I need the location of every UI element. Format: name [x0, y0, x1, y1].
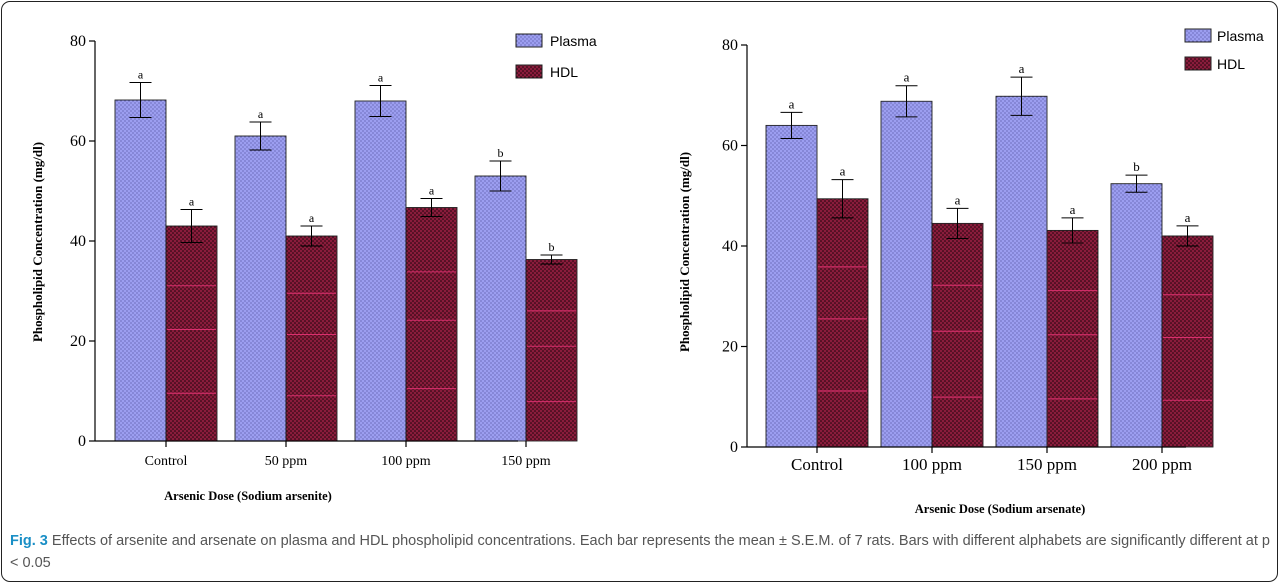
y-tick-label: 80	[722, 37, 738, 54]
significance-letter: a	[955, 192, 961, 207]
bar-hdl	[1161, 235, 1214, 448]
significance-letter: b	[549, 240, 555, 254]
significance-letter: a	[258, 107, 264, 121]
chart-arsenate: Phospholipid Concentration (mg/dl) Arsen…	[677, 28, 1264, 516]
x-tick-label: Control	[145, 454, 188, 469]
legend-label-hdl: HDL	[1217, 56, 1245, 72]
bar-plasma	[1110, 183, 1163, 448]
bar-hdl	[816, 198, 869, 448]
significance-letter: a	[1070, 202, 1076, 217]
significance-letter: a	[1185, 210, 1191, 225]
y-tick-label: 60	[722, 138, 738, 155]
x-tick-label: 150 ppm	[1017, 455, 1077, 474]
x-axis-label: Arsenic Dose (Sodium arsenite)	[164, 489, 332, 503]
y-tick-label: 40	[70, 233, 86, 250]
significance-letter: a	[138, 68, 144, 82]
figure-caption: Fig. 3 Effects of arsenite and arsenate …	[10, 530, 1272, 574]
significance-letter: a	[1019, 61, 1025, 76]
y-tick-label: 20	[722, 339, 738, 356]
legend-label-plasma: Plasma	[1217, 28, 1264, 44]
significance-letter: a	[189, 195, 195, 209]
y-tick-label: 40	[722, 238, 738, 255]
y-tick-label: 20	[70, 333, 86, 350]
significance-letter: a	[904, 70, 910, 85]
significance-letter: a	[378, 71, 384, 85]
y-tick-label: 0	[78, 433, 86, 450]
bar-hdl	[1046, 229, 1099, 448]
significance-letter: a	[840, 164, 846, 179]
legend-swatch-plasma	[515, 33, 543, 48]
plot-area: a a Control a a 100 ppm a a 150 ppm b a 200 ppm 0 20 4…	[722, 37, 1214, 474]
bar-hdl	[285, 235, 338, 442]
bar-hdl	[525, 259, 578, 442]
bar-plasma	[880, 100, 933, 448]
bar-plasma	[354, 100, 407, 442]
significance-letter: a	[789, 96, 795, 111]
caption-label: Fig. 3	[10, 533, 48, 549]
y-tick-label: 0	[730, 439, 738, 456]
significance-letter: b	[498, 146, 504, 160]
y-tick-label: 80	[70, 33, 86, 50]
bar-plasma	[474, 175, 527, 442]
legend-label-hdl: HDL	[550, 64, 578, 80]
x-axis-label: Arsenic Dose (Sodium arsenate)	[915, 502, 1085, 516]
x-tick-label: 200 ppm	[1132, 455, 1192, 474]
plot-area: a a Control a a 50 ppm a a 100 ppm b b 150 ppm 0 20 40…	[70, 33, 578, 469]
x-tick-label: 100 ppm	[381, 454, 431, 469]
chart-arsenite: Phospholipid Concentration (mg/dl) Arsen…	[30, 33, 597, 503]
bar-plasma	[234, 135, 287, 442]
x-tick-label: 100 ppm	[902, 455, 962, 474]
significance-letter: b	[1133, 159, 1140, 174]
y-axis-label: Phospholipid Concentration (mg/dl)	[30, 142, 45, 342]
bar-hdl	[405, 207, 458, 442]
legend-swatch-hdl	[515, 64, 543, 79]
bar-plasma	[995, 95, 1048, 448]
legend: Plasma HDL	[1184, 28, 1264, 72]
caption-text: Effects of arsenite and arsenate on plas…	[10, 533, 1270, 571]
bar-hdl	[165, 225, 218, 442]
legend-label-plasma: Plasma	[550, 33, 597, 49]
bar-plasma	[765, 124, 818, 448]
significance-letter: a	[429, 184, 435, 198]
legend-swatch-plasma	[1184, 28, 1212, 43]
bar-plasma	[114, 99, 167, 442]
y-axis-label: Phospholipid Concentration (mg/dl)	[677, 152, 692, 352]
x-tick-label: Control	[791, 455, 843, 474]
significance-letter: a	[309, 211, 315, 225]
x-tick-label: 50 ppm	[265, 454, 308, 469]
legend-swatch-hdl	[1184, 56, 1212, 71]
x-tick-label: 150 ppm	[501, 454, 551, 469]
y-tick-label: 60	[70, 133, 86, 150]
bar-hdl	[931, 222, 984, 448]
legend: Plasma HDL	[515, 33, 597, 80]
